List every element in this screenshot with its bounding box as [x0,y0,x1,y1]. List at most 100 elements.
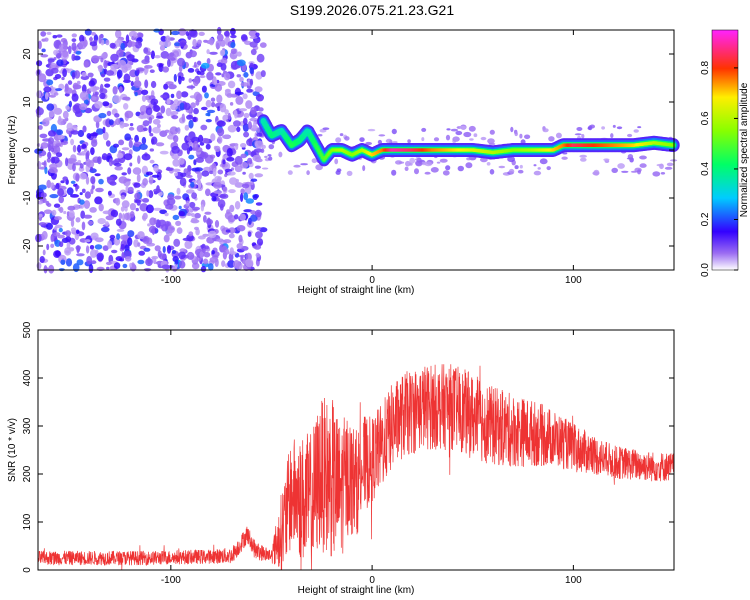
noise-blob [245,198,254,204]
spectrogram-noise [34,26,678,274]
noise-blob [236,74,242,78]
noise-blob [336,168,342,172]
noise-blob [138,250,145,256]
noise-blob [216,33,224,42]
noise-blob [66,122,73,131]
colorbar-tick-label: 0.8 [700,61,711,75]
colorbar: 0.0 0.2 0.4 0.6 0.8 Normalized spectral ampl… [700,29,750,277]
noise-blob [181,76,185,81]
noise-blob [136,69,140,75]
noise-blob [120,244,125,250]
noise-blob [137,242,141,247]
noise-blob [199,75,206,79]
noise-blob [234,91,244,96]
noise-blob [75,245,81,251]
noise-blob [128,41,137,47]
noise-blob [424,171,431,175]
noise-blob [150,80,157,89]
noise-blob [62,118,67,124]
noise-blob [36,60,43,67]
noise-blob [149,133,154,137]
noise-blob [178,157,185,165]
noise-blob [206,71,214,81]
noise-blob [256,132,263,137]
noise-blob [293,164,301,168]
noise-blob [118,176,128,184]
noise-blob [71,42,77,52]
noise-blob [133,80,142,89]
noise-blob [151,174,160,178]
noise-blob [576,127,583,131]
noise-blob [616,126,623,130]
noise-blob [84,239,91,243]
noise-blob [41,230,48,240]
noise-blob [174,195,182,200]
noise-blob [81,143,87,149]
noise-blob [311,158,318,164]
noise-blob [260,148,265,153]
noise-blob [122,213,126,222]
noise-blob [254,86,263,93]
noise-blob [589,124,595,129]
noise-blob [86,133,92,139]
noise-blob [162,66,169,73]
noise-blob [142,235,150,244]
noise-blob [130,80,134,87]
noise-blob [127,237,133,247]
noise-blob [159,209,168,214]
noise-blob [123,103,129,110]
spectrogram-ridge [257,114,680,167]
noise-blob [70,194,79,198]
noise-blob [200,204,205,212]
noise-blob [46,103,55,111]
noise-blob [229,247,234,255]
noise-blob [67,80,73,85]
noise-blob [179,177,187,187]
noise-blob [71,53,76,62]
noise-blob [114,166,123,171]
noise-blob [76,259,84,266]
noise-blob [214,220,220,228]
noise-blob [56,53,62,59]
noise-blob [415,158,422,161]
noise-blob [65,235,72,243]
noise-blob [224,173,228,178]
noise-blob [107,190,112,196]
noise-blob [187,68,195,73]
noise-blob [53,203,61,208]
noise-blob [102,131,109,141]
noise-blob [195,147,203,153]
noise-blob [213,190,223,194]
noise-blob [407,139,411,144]
noise-blob [236,51,242,57]
noise-blob [46,243,50,251]
noise-blob [593,169,600,176]
noise-blob [264,155,268,158]
noise-blob [84,191,91,199]
noise-blob [127,167,132,175]
noise-blob [306,170,310,176]
noise-blob [144,65,153,69]
noise-blob [58,196,64,204]
noise-blob [180,172,187,177]
noise-blob [392,141,398,144]
noise-blob [546,166,551,171]
noise-blob [208,230,217,239]
noise-blob [261,167,269,170]
noise-blob [214,258,219,267]
noise-blob [226,93,233,98]
noise-blob [234,155,243,165]
noise-blob [463,131,472,138]
noise-blob [65,105,70,110]
noise-blob [253,148,263,153]
x-tick-label: -100 [161,275,181,286]
noise-blob [178,251,186,260]
noise-blob [62,68,67,78]
noise-blob [133,32,137,38]
noise-blob [240,143,247,148]
noise-blob [248,172,254,180]
noise-blob [182,237,191,241]
y-tick-label: 0 [22,147,33,153]
noise-blob [162,246,166,253]
noise-blob [122,263,128,269]
